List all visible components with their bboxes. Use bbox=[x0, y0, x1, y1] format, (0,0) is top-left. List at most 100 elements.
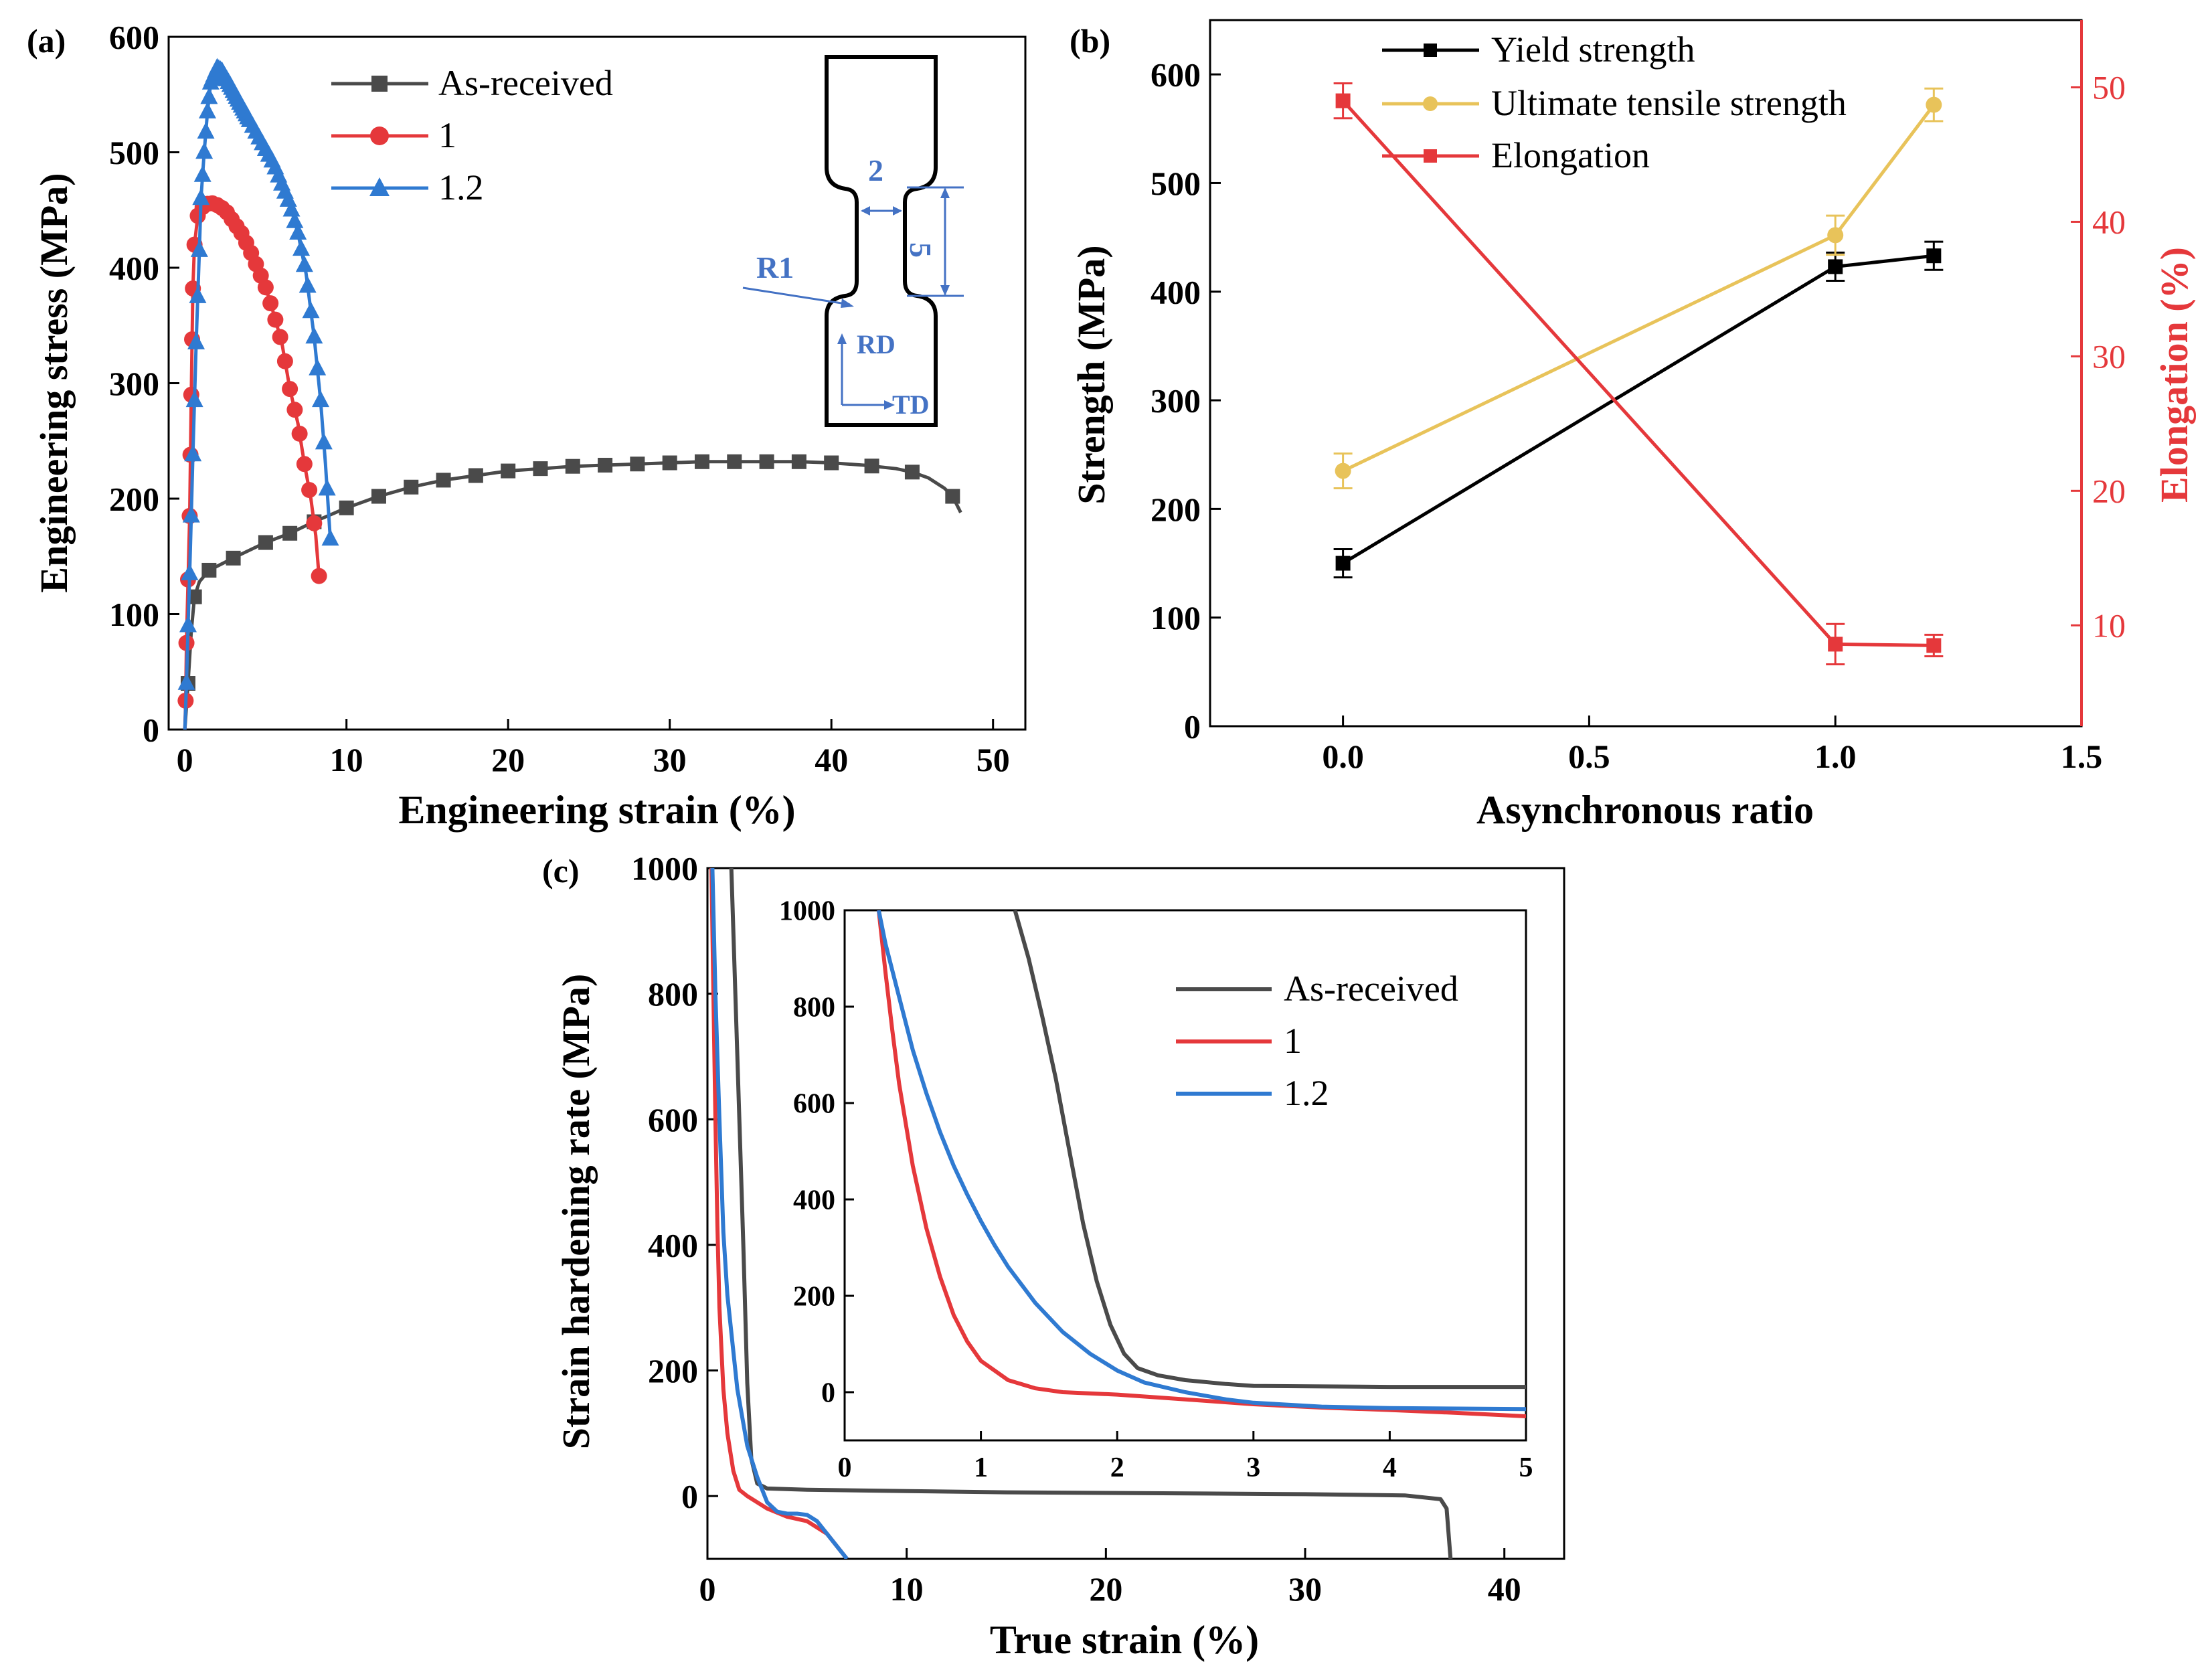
data-point bbox=[291, 425, 308, 442]
data-point bbox=[301, 482, 318, 499]
data-point bbox=[1335, 463, 1351, 479]
y-tick-label: 600 bbox=[109, 19, 159, 56]
data-point bbox=[321, 529, 339, 546]
y-tick-label: 1000 bbox=[631, 850, 698, 888]
inset-legend-label-1-2: 1.2 bbox=[1284, 1073, 1329, 1113]
legend-item-1-2: 1.2 bbox=[331, 167, 484, 207]
data-point bbox=[187, 589, 202, 604]
y-tick-label: 200 bbox=[793, 1282, 835, 1313]
data-point bbox=[201, 562, 217, 578]
y-tick-label: 400 bbox=[109, 250, 159, 287]
data-point bbox=[1828, 259, 1843, 274]
data-point bbox=[1926, 248, 1942, 264]
panel-c-plot-frame bbox=[706, 867, 1565, 1560]
inset-legend-item-as-received: As-received bbox=[1176, 969, 1458, 1009]
data-point bbox=[630, 456, 645, 472]
series-1-2 bbox=[177, 58, 339, 730]
panel-b-legend: Yield strength Ultimate tensile strength… bbox=[1382, 29, 1847, 175]
specimen-diagram: 2 5 R1 RD TD bbox=[742, 55, 964, 427]
data-point bbox=[305, 327, 323, 344]
y-tick-label: 0 bbox=[821, 1378, 835, 1409]
data-point bbox=[286, 402, 303, 418]
y-tick-label: 100 bbox=[1151, 599, 1201, 637]
y-right-tick-label: 40 bbox=[2092, 203, 2126, 240]
data-point bbox=[864, 458, 879, 474]
x-tick-label: 1 bbox=[974, 1452, 988, 1483]
y-tick-label: 800 bbox=[793, 993, 835, 1023]
data-point bbox=[302, 301, 320, 319]
data-point bbox=[824, 455, 839, 471]
y-tick-label: 600 bbox=[648, 1101, 698, 1139]
y-tick-label: 600 bbox=[1151, 56, 1201, 94]
legend-item-uts: Ultimate tensile strength bbox=[1382, 83, 1847, 123]
series-yield-strength bbox=[1333, 240, 1944, 579]
inset-legend-label-as-received: As-received bbox=[1284, 969, 1458, 1009]
legend-label-uts: Ultimate tensile strength bbox=[1491, 83, 1847, 123]
y-tick-label: 800 bbox=[648, 975, 698, 1013]
data-point bbox=[289, 223, 307, 240]
data-point bbox=[198, 102, 216, 118]
legend-item-elongation: Elongation bbox=[1382, 135, 1650, 175]
data-point bbox=[267, 311, 284, 328]
data-point bbox=[257, 279, 274, 296]
data-point bbox=[185, 390, 203, 408]
y-tick-label: 300 bbox=[1151, 382, 1201, 420]
data-point bbox=[306, 515, 323, 531]
series-elongation bbox=[1333, 82, 1944, 666]
specimen-outline bbox=[825, 55, 938, 427]
specimen-td-label: TD bbox=[892, 390, 930, 420]
data-point bbox=[177, 673, 195, 690]
data-point bbox=[598, 457, 613, 473]
panel-b-plot-frame bbox=[1209, 19, 2083, 728]
panel-b-axes: 0.0 0.5 1.0 1.5 0 100 200 300 400 500 600 10 20 30 40 5… bbox=[1151, 20, 2126, 775]
data-point bbox=[282, 381, 299, 398]
inset-series-line-1-2 bbox=[876, 910, 1526, 1412]
panel-a-label: (a) bbox=[27, 22, 66, 60]
series-line bbox=[1342, 254, 1934, 565]
x-tick-label: 0.5 bbox=[1568, 738, 1610, 775]
y-tick-label: 100 bbox=[109, 596, 159, 633]
data-point bbox=[791, 454, 806, 469]
panel-c-label: (c) bbox=[542, 852, 580, 890]
y-right-tick-label: 50 bbox=[2092, 68, 2126, 106]
data-point bbox=[501, 463, 516, 479]
series-line-as-received bbox=[729, 868, 1453, 1559]
data-point bbox=[318, 479, 336, 496]
inset-legend-item-1-2: 1.2 bbox=[1176, 1073, 1329, 1113]
data-point bbox=[193, 165, 211, 182]
inset-series-line-as-received bbox=[1013, 910, 1526, 1390]
panel-c-series bbox=[709, 868, 1453, 1559]
y-tick-label: 200 bbox=[109, 481, 159, 518]
data-point bbox=[1926, 638, 1942, 653]
data-point bbox=[1335, 556, 1351, 571]
data-point bbox=[945, 489, 960, 504]
series-line-1 bbox=[709, 868, 849, 1559]
data-point bbox=[468, 468, 483, 483]
data-point bbox=[694, 454, 709, 469]
data-point bbox=[727, 454, 742, 469]
data-point bbox=[404, 479, 419, 495]
panel-b-label: (b) bbox=[1070, 22, 1110, 60]
data-point bbox=[311, 568, 327, 584]
series-line bbox=[183, 460, 962, 730]
data-point bbox=[179, 615, 197, 633]
y-tick-label: 400 bbox=[793, 1185, 835, 1216]
y-tick-label: 600 bbox=[793, 1089, 835, 1120]
data-point bbox=[904, 465, 920, 480]
panel-a-ylabel: Engineering stress (MPa) bbox=[32, 173, 76, 592]
legend-item-as-received: As-received bbox=[331, 63, 613, 103]
data-point bbox=[662, 455, 677, 471]
inset-legend-item-1: 1 bbox=[1176, 1021, 1302, 1061]
series-ultimate-tensile-strength bbox=[1333, 87, 1944, 490]
x-tick-label: 20 bbox=[491, 741, 525, 778]
legend-label-yield-strength: Yield strength bbox=[1491, 29, 1695, 70]
data-point bbox=[436, 473, 451, 488]
y-tick-label: 0 bbox=[143, 711, 159, 749]
panel-c-inset-axes: 0 1 2 3 4 5 0 200 400 600 800 1000 bbox=[779, 896, 1533, 1483]
panel-b: (b) 0.0 0.5 1.0 1.5 0 100 200 300 400 500 600 10 20 3… bbox=[1070, 19, 2196, 832]
series-line bbox=[183, 66, 332, 730]
y-tick-label: 200 bbox=[648, 1352, 698, 1390]
